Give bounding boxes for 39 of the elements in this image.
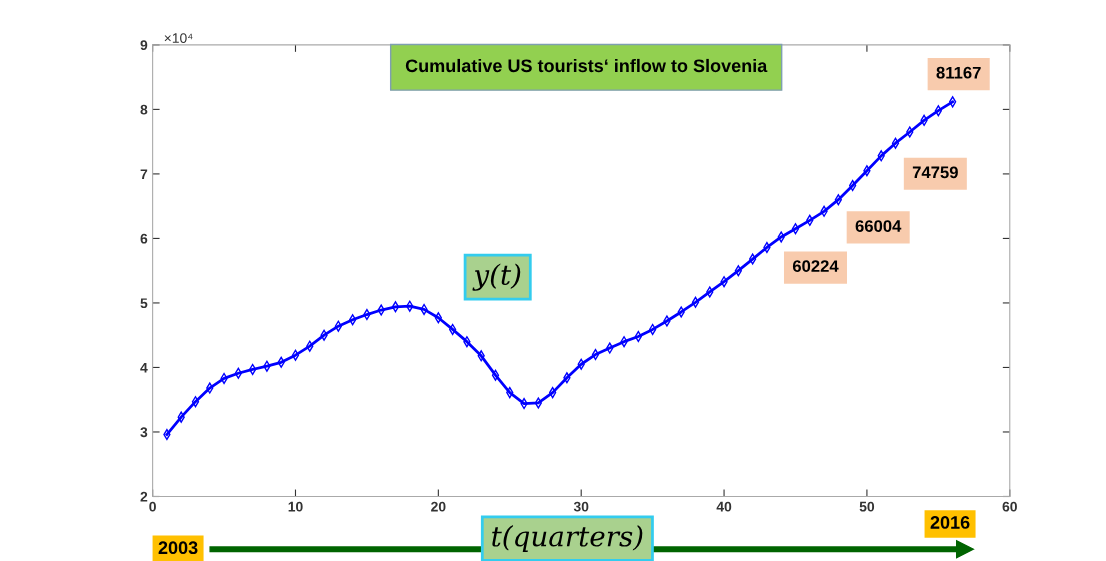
annotation: 74759 (912, 166, 958, 179)
point (248, 363, 257, 375)
point (891, 137, 900, 149)
point (648, 323, 657, 335)
point (948, 96, 957, 108)
x-tick-label: 20 (431, 501, 446, 512)
annotation: 66004 (855, 220, 902, 232)
point (691, 296, 700, 308)
point (448, 323, 457, 335)
y-tick-label: 8 (140, 104, 148, 115)
x-tick-label: 50 (859, 501, 875, 512)
x-tick-label: 40 (716, 501, 732, 512)
y-tick-label: 6 (140, 233, 148, 244)
point (791, 223, 800, 235)
y-tick-label: 7 (140, 169, 148, 179)
text: Cumulative US tourists‘ inflow to Slovenia (405, 58, 768, 73)
point (548, 387, 557, 399)
point (191, 396, 200, 408)
annotation: 81167 (936, 66, 981, 79)
text: 2016 (930, 516, 970, 529)
y-axis-title: y(t) (472, 263, 521, 291)
y-tick-label: 5 (140, 298, 148, 309)
x-tick-label: 30 (573, 501, 589, 512)
x-tick-label: 10 (288, 501, 303, 512)
text: ×10⁴ (164, 33, 193, 43)
text: 2003 (158, 541, 198, 555)
x-axis-title: t(quarters) (492, 525, 643, 552)
x-tick-label: 60 (1002, 501, 1017, 512)
y-tick-label: 4 (140, 362, 148, 373)
y-tick-label: 3 (140, 427, 148, 438)
point (348, 314, 357, 326)
annotation: 60224 (792, 260, 839, 273)
y-tick-label: 2 (140, 491, 148, 502)
point (748, 253, 757, 265)
y-tick-label: 9 (140, 40, 148, 51)
point (491, 369, 500, 381)
point (291, 349, 300, 361)
x-tick-label: 0 (149, 501, 156, 512)
point (391, 301, 400, 313)
